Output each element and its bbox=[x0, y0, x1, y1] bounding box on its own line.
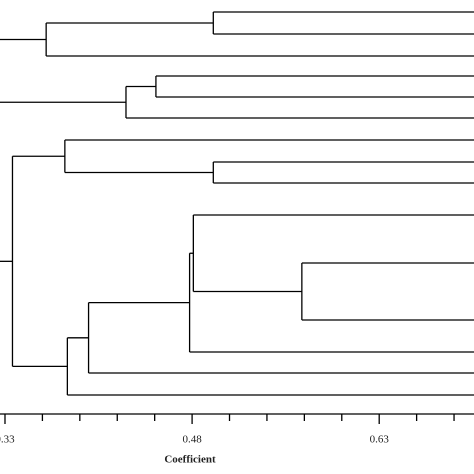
x-axis-label: Coefficient bbox=[164, 454, 216, 466]
x-tick-label: 0.48 bbox=[182, 434, 202, 446]
x-tick-label: 0.33 bbox=[0, 434, 15, 446]
x-tick-label: 0.63 bbox=[370, 434, 390, 446]
